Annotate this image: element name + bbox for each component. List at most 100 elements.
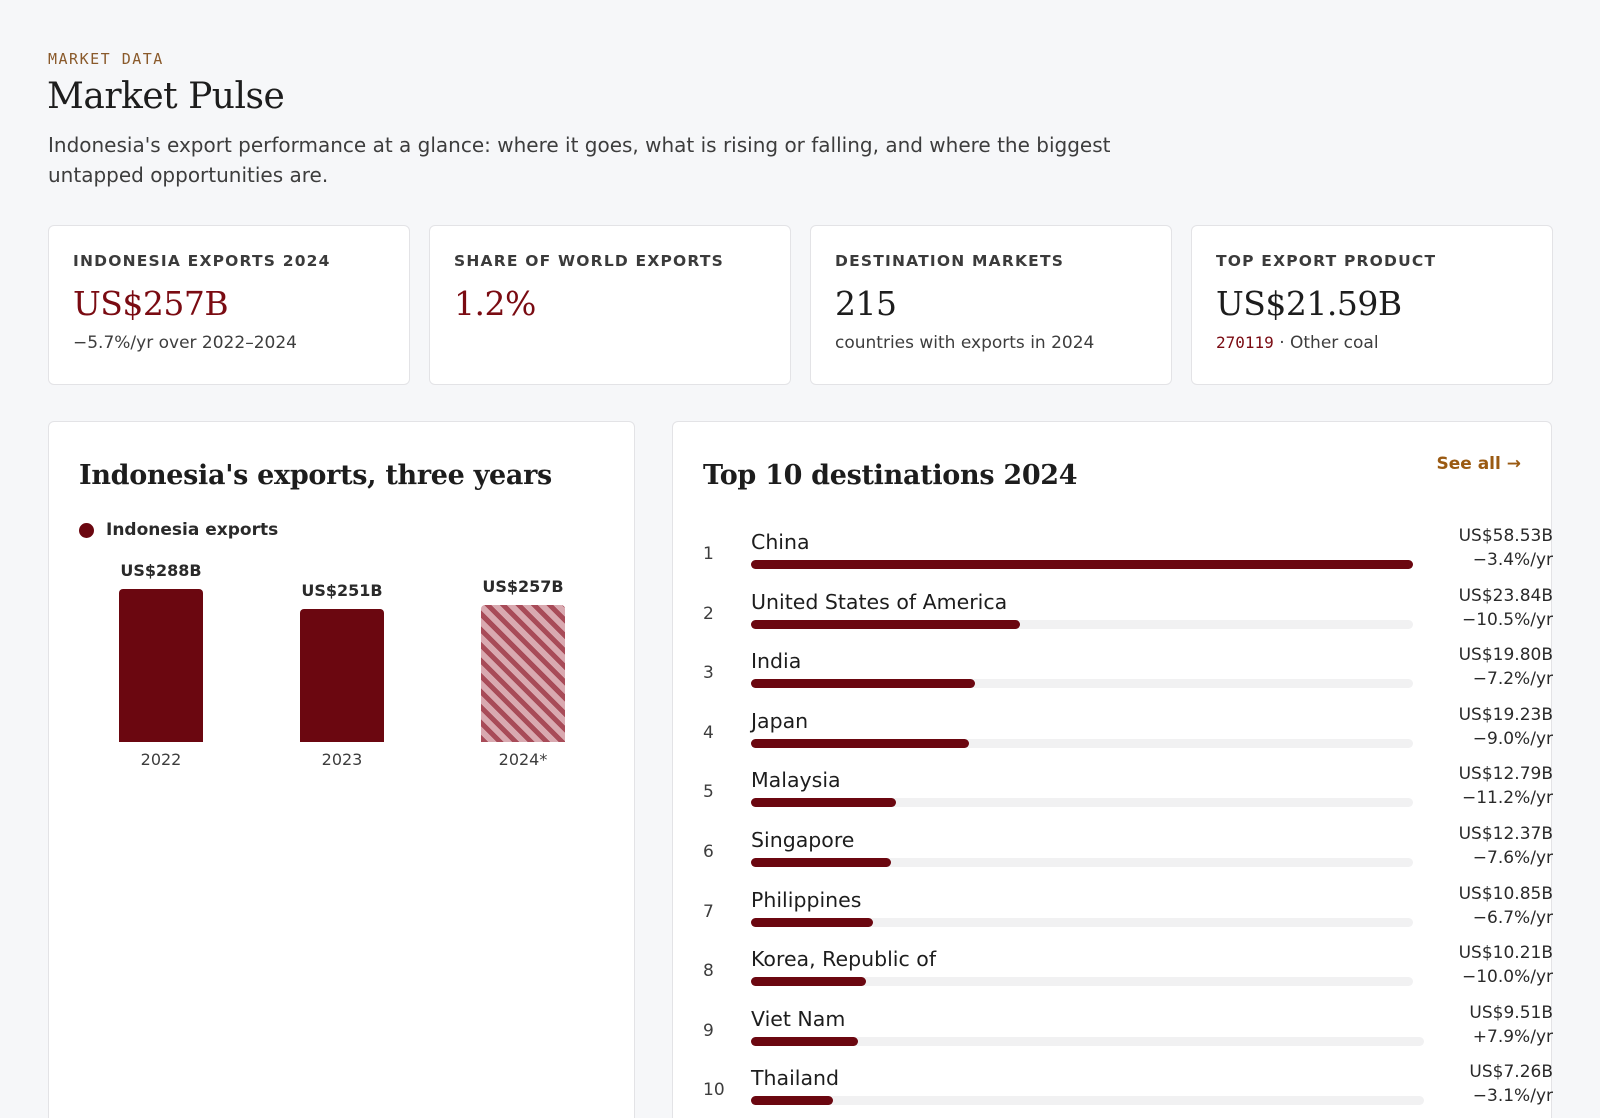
destination-bar-track [751, 1096, 1424, 1106]
destination-row[interactable]: 1 China US$58.53B −3.4%/yr [703, 526, 1553, 592]
destination-bar-fill [751, 738, 969, 748]
destination-amount: US$7.26B [1469, 1062, 1553, 1083]
destination-bar-track [751, 738, 1413, 748]
destination-row[interactable]: 3 India US$19.80B −7.2%/yr [703, 645, 1553, 711]
destination-bar-track [751, 977, 1413, 987]
destination-change: −3.1%/yr [1472, 1086, 1553, 1107]
kpi-label: INDONESIA EXPORTS 2024 [73, 252, 331, 270]
destination-change: −3.4%/yr [1472, 550, 1553, 570]
legend-label: Indonesia exports [106, 520, 279, 540]
destination-row[interactable]: 10 Thailand US$7.26B −3.1%/yr [703, 1062, 1553, 1118]
page-title: Market Pulse [47, 76, 285, 117]
destination-country: Philippines [751, 887, 862, 912]
bar-value-label: US$257B [482, 577, 564, 597]
destination-bar-fill [751, 977, 867, 987]
kpi-value: 215 [835, 284, 897, 323]
destination-bar-fill [751, 560, 1413, 569]
destination-country: United States of America [751, 589, 1008, 614]
kpi-sub: countries with exports in 2024 [835, 333, 1095, 353]
page-description: Indonesia's export performance at a glan… [48, 133, 1111, 187]
legend-swatch [79, 522, 94, 538]
destination-amount: US$9.51B [1469, 1002, 1553, 1023]
bar-category-label: 2022 [140, 750, 182, 769]
destination-value: US$23.84B −10.5%/yr [1459, 584, 1553, 632]
destination-rank: 10 [703, 1080, 725, 1101]
kpi-label: SHARE OF WORLD EXPORTS [454, 252, 725, 270]
bar-value-label: US$288B [120, 561, 202, 580]
destination-value: US$12.79B −11.2%/yr [1459, 762, 1553, 810]
destination-bar-track [751, 679, 1413, 689]
top-destinations-panel: Top 10 destinations 2024 See all → 1 Chin… [672, 421, 1553, 1118]
destination-row[interactable]: 2 United States of America US$23.84B −10.5%… [703, 586, 1553, 652]
destination-value: US$10.85B −6.7%/yr [1459, 882, 1553, 930]
destination-bar-fill [751, 1096, 834, 1106]
destination-value: US$12.37B −7.6%/yr [1459, 822, 1553, 870]
destination-country: China [751, 530, 810, 554]
destination-change: −10.0%/yr [1461, 967, 1553, 988]
kpi-card-destinations: DESTINATION MARKETS 215 countries with e… [810, 225, 1172, 385]
bar-2023 [300, 608, 384, 742]
destination-change: −7.2%/yr [1472, 669, 1553, 690]
destination-amount: US$10.21B [1458, 943, 1553, 964]
destination-amount: US$10.85B [1458, 883, 1553, 904]
bar-2022 [119, 589, 203, 742]
destination-change: −6.7%/yr [1472, 907, 1553, 928]
destination-change: +7.9%/yr [1472, 1026, 1553, 1047]
destination-amount: US$19.23B [1458, 704, 1553, 725]
destination-change: −11.2%/yr [1461, 788, 1553, 809]
destination-rank: 1 [703, 544, 714, 564]
destination-bar-track [751, 917, 1413, 927]
destination-row[interactable]: 6 Singapore US$12.37B −7.6%/yr [703, 824, 1553, 890]
destination-value: US$10.21B −10.0%/yr [1459, 941, 1553, 989]
destination-value: US$19.80B −7.2%/yr [1459, 643, 1553, 691]
bar-2024 [481, 605, 565, 742]
kpi-card-exports: INDONESIA EXPORTS 2024 US$257B −5.7%/yr … [48, 225, 410, 385]
chart-legend: Indonesia exports [79, 520, 278, 540]
destination-rank: 2 [703, 603, 714, 624]
destination-change: −9.0%/yr [1472, 728, 1553, 749]
destination-amount: US$23.84B [1458, 585, 1553, 606]
destinations-title: Top 10 destinations 2024 [703, 460, 1078, 491]
bar-category-label: 2023 [321, 750, 363, 769]
destination-bar-track [751, 858, 1413, 867]
bar-value-label: US$251B [301, 580, 383, 600]
kpi-sub: 270119 · Other coal [1216, 333, 1528, 353]
destination-amount: US$19.80B [1458, 645, 1553, 666]
destination-country: Malaysia [751, 768, 841, 793]
see-all-link[interactable]: See all → [1436, 454, 1521, 474]
destination-bar-fill [751, 619, 1021, 629]
destination-rank: 5 [703, 782, 714, 803]
destination-row[interactable]: 4 Japan US$19.23B −9.0%/yr [703, 705, 1553, 771]
kpi-value: US$21.59B [1216, 284, 1402, 323]
destination-bar-fill [751, 1036, 859, 1046]
destination-bar-track [751, 560, 1413, 569]
destination-value: US$58.53B −3.4%/yr [1459, 524, 1553, 572]
destination-value: US$9.51B +7.9%/yr [1469, 1001, 1553, 1049]
destination-value: US$7.26B −3.1%/yr [1469, 1060, 1553, 1108]
destination-rank: 8 [703, 961, 714, 982]
destination-row[interactable]: 9 Viet Nam US$9.51B +7.9%/yr [703, 1003, 1553, 1069]
destination-amount: US$12.79B [1458, 764, 1553, 785]
kpi-sub: −5.7%/yr over 2022–2024 [73, 333, 297, 353]
destination-rank: 7 [703, 901, 714, 922]
destination-bar-track [751, 1036, 1424, 1046]
destination-country: Singapore [751, 828, 855, 852]
kpi-card-world-share: SHARE OF WORLD EXPORTS 1.2% [429, 225, 791, 385]
kpi-card-top-product: TOP EXPORT PRODUCT US$21.59B 270119 · Ot… [1191, 225, 1553, 385]
kpi-value: 1.2% [454, 284, 536, 323]
destination-bar-fill [751, 858, 891, 867]
section-eyebrow: MARKET DATA [48, 50, 164, 68]
exports-chart-title: Indonesia's exports, three years [79, 460, 552, 491]
destination-country: Japan [751, 708, 809, 733]
destination-row[interactable]: 5 Malaysia US$12.79B −11.2%/yr [703, 764, 1553, 830]
destination-value: US$19.23B −9.0%/yr [1459, 703, 1553, 751]
product-code: 270119 [1216, 333, 1274, 352]
bar-category-label: 2024* [498, 750, 548, 769]
destination-country: Viet Nam [751, 1006, 846, 1031]
destination-row[interactable]: 7 Philippines US$10.85B −6.7%/yr [703, 884, 1553, 950]
destination-country: Thailand [751, 1066, 840, 1091]
kpi-value: US$257B [73, 284, 229, 323]
destination-bar-track [751, 619, 1413, 629]
destination-row[interactable]: 8 Korea, Republic of US$10.21B −10.0%/yr [703, 943, 1553, 1009]
